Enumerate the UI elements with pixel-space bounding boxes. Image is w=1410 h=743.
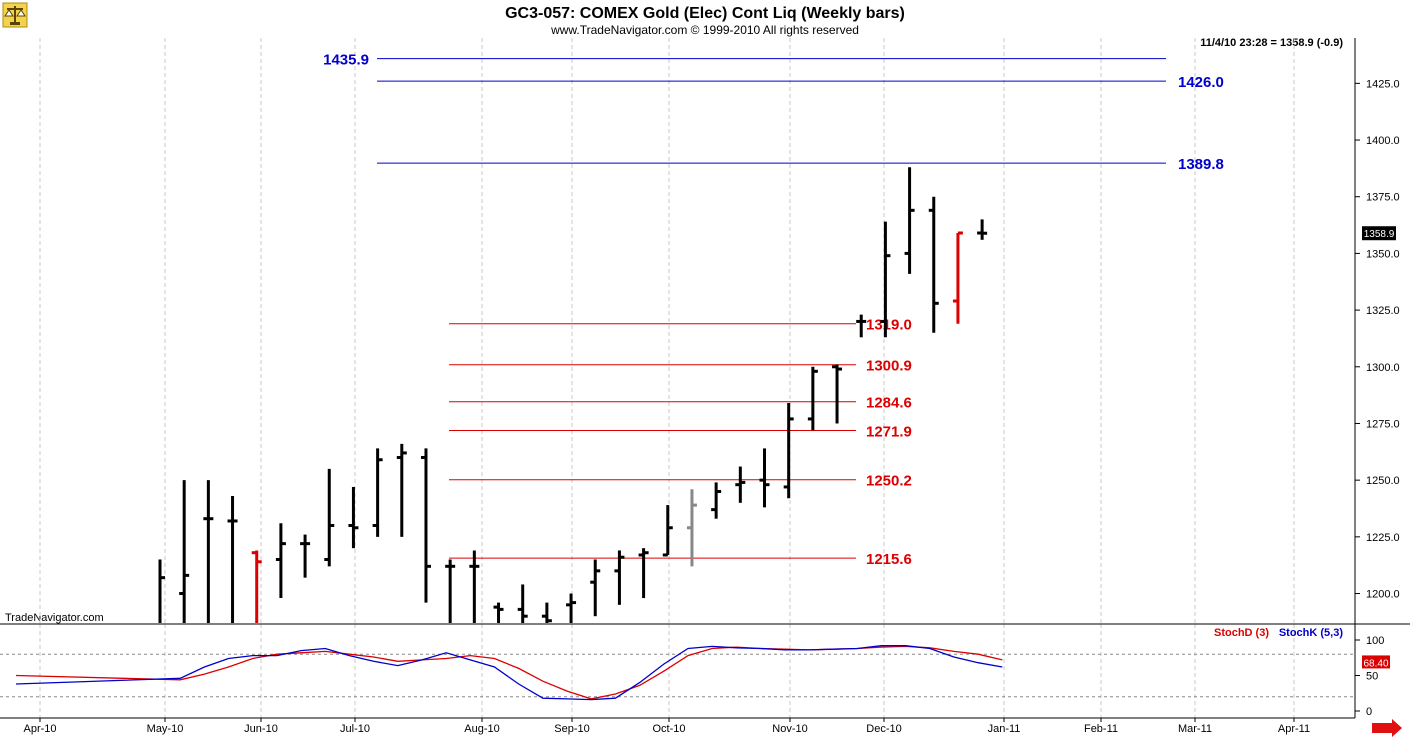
ohlc-bars (158, 167, 988, 623)
stoch-k-line (15, 645, 1003, 701)
support-label: 1300.9 (866, 358, 912, 375)
ohlc-bar (541, 602, 552, 623)
ohlc-bar (759, 448, 770, 508)
ohlc-bar (614, 550, 625, 605)
ohlc-bar (493, 602, 504, 623)
x-tick-label: Oct-10 (652, 723, 685, 735)
y-tick-label: 1225.0 (1366, 532, 1400, 544)
support-label: 1284.6 (866, 395, 912, 412)
bars-group (158, 167, 988, 623)
price-levels: 1435.9 1426.0 1389.8 1319.0 1300.9 1284.6 1271… (323, 52, 1224, 569)
ohlc-bar (880, 221, 891, 338)
ohlc-bar (590, 559, 601, 617)
stoch-value-label: 68.40 (1363, 658, 1388, 669)
last-price-box (1362, 226, 1396, 241)
stoch-tick-label: 100 (1366, 635, 1384, 647)
ohlc-bar (300, 534, 311, 578)
y-tick-label: 1300.0 (1366, 362, 1400, 374)
ohlc-bar (275, 523, 286, 599)
x-tick-label: May-10 (147, 723, 184, 735)
ohlc-bar (566, 593, 577, 623)
ohlc-bar (807, 366, 818, 431)
ohlc-bar (469, 550, 480, 623)
chart-title: GC3-057: COMEX Gold (Elec) Cont Liq (Wee… (505, 5, 905, 22)
ohlc-bar (928, 196, 939, 333)
ohlc-bar (952, 231, 963, 324)
axes: Apr-10 May-10 Jun-10 Jul-10 Aug-10 Sep-10 Oct-… (23, 78, 1399, 735)
watermark: TradeNavigator.com (5, 612, 104, 624)
ohlc-bar (904, 167, 915, 274)
ohlc-bar (638, 548, 649, 599)
ohlc-bar (251, 550, 262, 623)
x-tick-label: Sep-10 (554, 723, 589, 735)
y-tick-label: 1200.0 (1366, 589, 1400, 601)
ohlc-bar (203, 480, 214, 623)
quote-readout: 11/4/10 23:28 = 1358.9 (-0.9) (1200, 37, 1343, 49)
y-tick-label: 1375.0 (1366, 192, 1400, 204)
support-label: 1215.6 (866, 551, 912, 568)
ohlc-bar (179, 480, 190, 623)
stochastic-panel: StochD (3) StochK (5,3) (0, 627, 1355, 701)
x-tick-label: Aug-10 (464, 723, 499, 735)
ohlc-bar (227, 496, 238, 623)
y-tick-label: 1400.0 (1366, 135, 1400, 147)
y-tick-label: 1250.0 (1366, 475, 1400, 487)
stoch-tick-label: 0 (1366, 706, 1372, 718)
x-tick-label: Apr-11 (1278, 723, 1310, 735)
ohlc-bar (445, 559, 456, 623)
x-tick-label: Mar-11 (1178, 723, 1212, 735)
x-tick-label: Dec-10 (866, 723, 901, 735)
ohlc-bar (158, 559, 165, 623)
last-price-label: 1358.9 (1364, 229, 1395, 240)
grid (39, 38, 1295, 718)
ohlc-bar (372, 448, 383, 537)
stoch-value-box (1362, 655, 1390, 669)
support-label: 1319.0 (866, 317, 912, 334)
stoch-tick-label: 50 (1366, 671, 1378, 683)
x-tick-label: Nov-10 (772, 723, 807, 735)
x-tick-label: Jul-10 (340, 723, 370, 735)
scales-icon[interactable] (2, 2, 28, 28)
ohlc-bar (977, 219, 988, 240)
y-tick-label: 1275.0 (1366, 418, 1400, 430)
y-tick-label: 1325.0 (1366, 305, 1400, 317)
y-tick-label: 1425.0 (1366, 78, 1400, 90)
resistance-label: 1389.8 (1178, 156, 1224, 173)
resistance-label: 1435.9 (323, 52, 369, 69)
support-label: 1271.9 (866, 423, 912, 440)
ohlc-bar (517, 584, 528, 623)
ohlc-bar (686, 489, 697, 567)
ohlc-bar (324, 468, 335, 567)
y-tick-label: 1350.0 (1366, 248, 1400, 260)
x-tick-label: Apr-10 (23, 723, 56, 735)
ohlc-bar (711, 482, 722, 519)
ohlc-bar (420, 448, 431, 603)
ohlc-bar (783, 403, 794, 499)
ohlc-bar (396, 443, 407, 537)
legend-stoch-d: StochD (3) (1214, 627, 1269, 639)
x-tick-label: Feb-11 (1084, 723, 1118, 735)
resistance-label: 1426.0 (1178, 74, 1224, 91)
ohlc-bar (735, 466, 746, 503)
legend-stoch-k: StochK (5,3) (1279, 627, 1344, 639)
ohlc-bar (662, 505, 673, 557)
support-label: 1250.2 (866, 473, 912, 490)
ohlc-bar (856, 314, 867, 338)
chart-subtitle: www.TradeNavigator.com © 1999-2010 All r… (550, 23, 859, 37)
x-tick-label: Jun-10 (244, 723, 278, 735)
scroll-right-arrow[interactable] (1372, 719, 1402, 737)
ohlc-bar (832, 364, 843, 424)
x-tick-label: Jan-11 (988, 723, 1021, 735)
ohlc-bar (348, 486, 359, 549)
